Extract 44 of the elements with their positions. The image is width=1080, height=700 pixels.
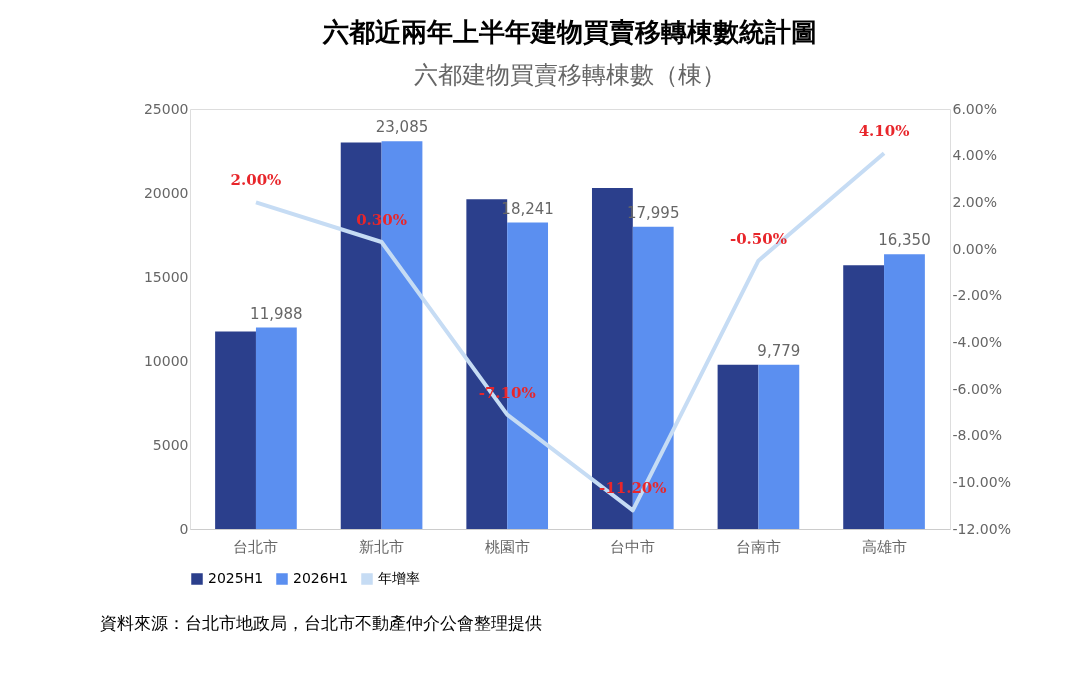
data-label: 0.30% bbox=[356, 211, 407, 229]
data-label: -0.50% bbox=[729, 229, 787, 248]
x-tick-label: 台北市 bbox=[233, 537, 279, 556]
chart-subtitle: 六都建物買賣移轉棟數（棟） bbox=[414, 61, 726, 89]
legend-label: 2026H1 bbox=[293, 570, 349, 586]
y-tick-label: 10000 bbox=[143, 352, 189, 369]
bar bbox=[884, 254, 925, 529]
bar bbox=[843, 265, 885, 529]
y2-tick-label: 4.00% bbox=[952, 147, 997, 164]
source-note: 資料來源：台北市地政局，台北市不動產仲介公會整理提供 bbox=[100, 613, 542, 633]
x-tick-label: 台中市 bbox=[610, 537, 656, 556]
data-label: 16,350 bbox=[878, 231, 931, 250]
y2-tick-label: -6.00% bbox=[952, 380, 1003, 397]
legend-label: 年增率 bbox=[378, 570, 420, 586]
y-tick-label: 20000 bbox=[143, 184, 189, 201]
y2-tick-label: -4.00% bbox=[952, 333, 1003, 350]
chart-title: 六都近兩年上半年建物買賣移轉棟數統計圖 bbox=[322, 17, 817, 47]
bar bbox=[255, 327, 297, 529]
x-tick-label: 桃園市 bbox=[484, 537, 530, 556]
y-tick-label: 0 bbox=[179, 520, 189, 537]
y-tick-label: 25000 bbox=[143, 100, 189, 117]
y2-tick-label: -10.00% bbox=[952, 473, 1011, 490]
data-label: -7.10% bbox=[478, 383, 536, 402]
bar bbox=[758, 364, 800, 529]
y2-tick-label: 0.00% bbox=[952, 240, 997, 257]
data-label: 2.00% bbox=[230, 171, 282, 190]
y2-tick-label: -8.00% bbox=[952, 427, 1003, 444]
y2-tick-label: -12.00% bbox=[952, 520, 1011, 537]
y2-tick-label: 6.00% bbox=[952, 100, 997, 117]
data-label: 9,779 bbox=[757, 341, 801, 360]
data-label: 4.10% bbox=[858, 122, 910, 141]
data-label: 23,085 bbox=[375, 118, 429, 137]
data-label: -11.20% bbox=[599, 479, 667, 498]
legend-label: 2025H1 bbox=[208, 570, 264, 586]
y-tick-label: 5000 bbox=[152, 436, 189, 453]
y2-tick-label: -2.00% bbox=[952, 287, 1003, 304]
y-tick-label: 15000 bbox=[143, 268, 189, 285]
x-tick-label: 台南市 bbox=[735, 537, 781, 556]
bar bbox=[215, 331, 256, 529]
y2-tick-label: 2.00% bbox=[952, 193, 997, 210]
data-label: 11,988 bbox=[250, 304, 303, 323]
bar bbox=[717, 364, 759, 529]
x-tick-label: 新北市 bbox=[359, 537, 405, 556]
x-tick-label: 高雄市 bbox=[861, 537, 907, 556]
